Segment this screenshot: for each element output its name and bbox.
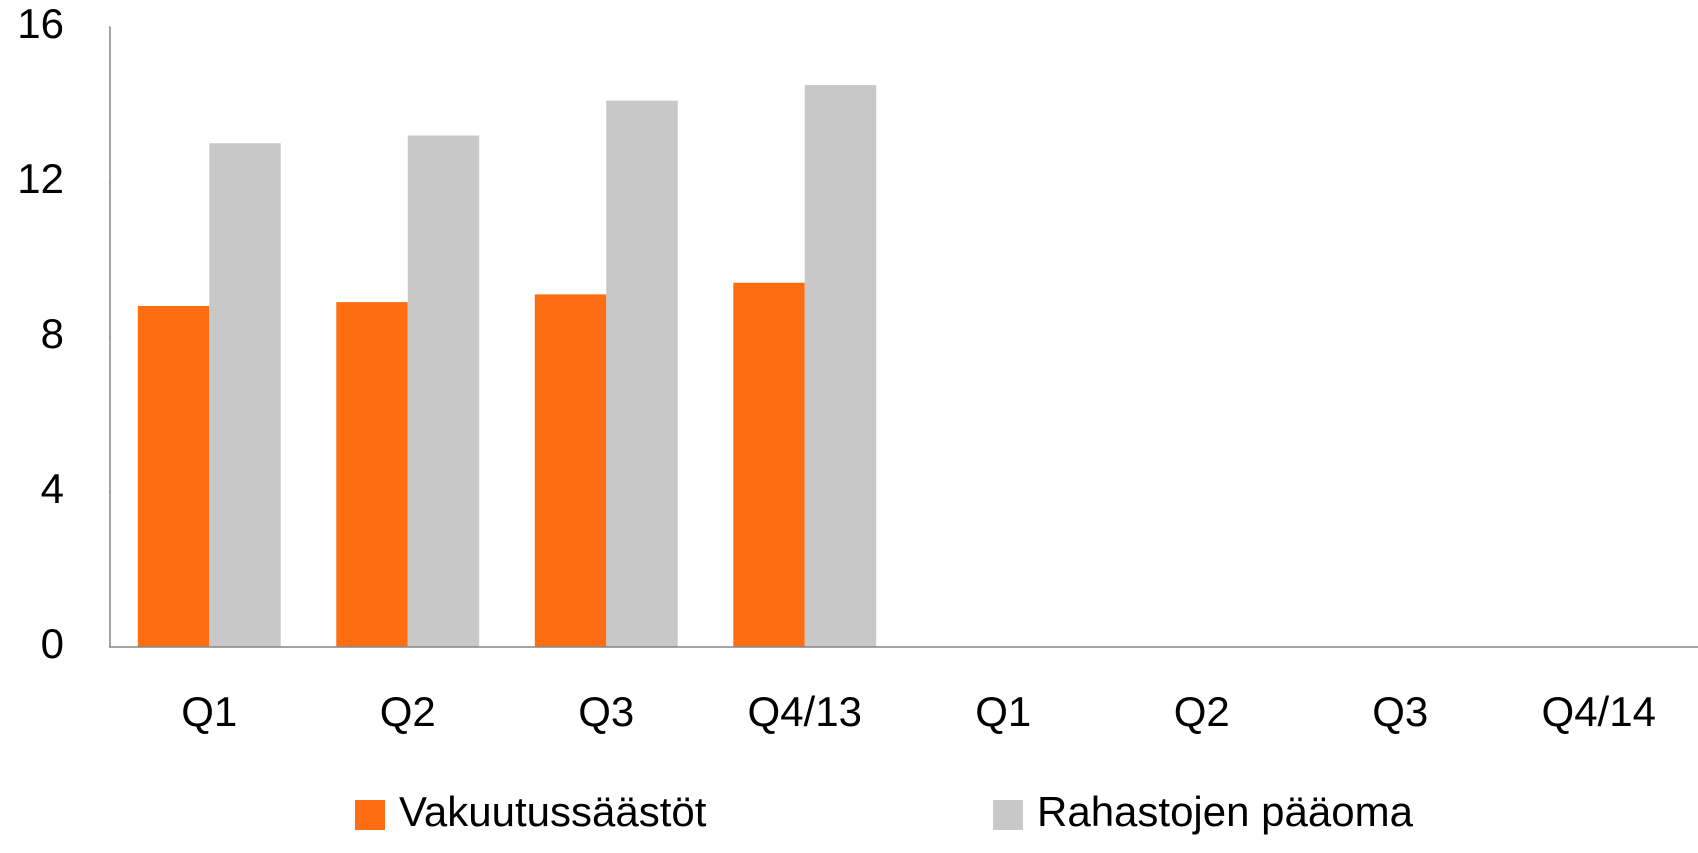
bar	[407, 135, 480, 647]
bar	[209, 143, 281, 647]
bar	[336, 302, 408, 647]
x-tick-label: Q2	[380, 688, 436, 735]
x-tick-label: Q4/14	[1542, 688, 1656, 735]
y-tick-label: 12	[17, 155, 64, 202]
x-tick-label: Q3	[1372, 688, 1428, 735]
legend-label: Vakuutussäästöt	[399, 788, 707, 835]
bar	[606, 100, 678, 647]
bar	[534, 294, 607, 647]
y-tick-label: 16	[17, 0, 64, 47]
x-tick-label: Q3	[578, 688, 634, 735]
y-tick-label: 0	[41, 620, 64, 667]
bar	[137, 306, 210, 647]
legend-swatch	[355, 800, 385, 830]
bar	[804, 85, 877, 647]
bar	[733, 282, 805, 647]
y-tick-label: 4	[41, 465, 64, 512]
x-tick-label: Q2	[1174, 688, 1230, 735]
x-tick-label: Q1	[181, 688, 237, 735]
x-tick-label: Q4/13	[748, 688, 862, 735]
y-tick-label: 8	[41, 310, 64, 357]
legend-label: Rahastojen pääoma	[1037, 788, 1414, 835]
x-tick-label: Q1	[975, 688, 1031, 735]
legend-swatch	[993, 800, 1023, 830]
